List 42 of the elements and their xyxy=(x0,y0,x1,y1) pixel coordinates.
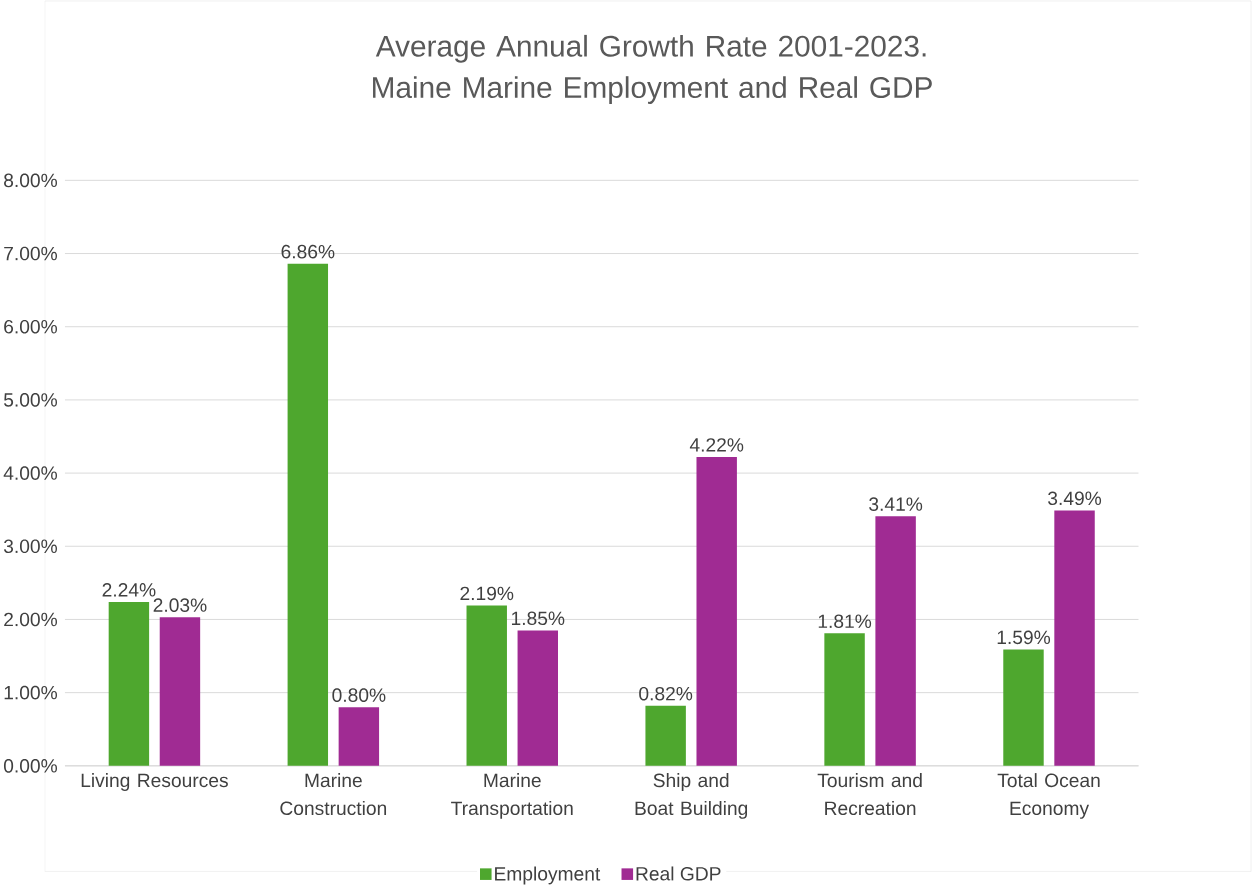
y-tick-label: 8.00% xyxy=(4,173,58,188)
y-tick-label: 3.00% xyxy=(3,539,58,554)
bar xyxy=(1054,510,1095,766)
bar xyxy=(159,617,201,766)
data-label: 2.03% xyxy=(153,598,207,613)
bar xyxy=(824,633,865,766)
data-label: 2.24% xyxy=(102,583,156,597)
y-tick-label: 7.00% xyxy=(4,246,58,261)
data-label: 6.86% xyxy=(281,245,335,259)
data-label: 3.41% xyxy=(869,497,923,512)
bar xyxy=(1003,649,1044,766)
bar xyxy=(108,602,150,766)
data-label: 0.82% xyxy=(639,687,693,701)
x-tick-label: Marine Transportation xyxy=(451,773,573,820)
x-tick-label: Total Ocean Economy xyxy=(997,773,1100,820)
y-tick-label: 6.00% xyxy=(4,320,58,334)
legend-label: Employment xyxy=(495,866,601,885)
bar xyxy=(517,630,558,766)
bar xyxy=(645,705,686,766)
bar xyxy=(287,263,329,766)
data-label: 3.49% xyxy=(1048,491,1102,506)
x-tick-label: Marine Construction xyxy=(280,773,387,816)
legend-label: Real GDP xyxy=(636,866,721,881)
data-label: 2.19% xyxy=(460,586,514,601)
x-tick-label: Tourism and Recreation xyxy=(817,773,922,816)
y-tick-label: 4.00% xyxy=(3,466,58,481)
bar xyxy=(696,457,737,766)
data-label: 1.81% xyxy=(818,614,872,629)
bar xyxy=(338,707,380,766)
x-tick-label: Ship and Boat Building xyxy=(635,773,748,820)
y-tick-label: 5.00% xyxy=(3,393,58,407)
x-tick-label: Living Resources xyxy=(81,773,228,792)
y-tick-label: 0.00% xyxy=(3,759,58,773)
data-label: 4.22% xyxy=(689,438,744,452)
data-label: 0.80% xyxy=(332,688,386,703)
y-tick-label: 1.00% xyxy=(4,686,58,700)
bar xyxy=(466,605,507,766)
chart-title: Average Annual Growth Rate 2001-2023. Maine Marine Employment and Real GDP xyxy=(373,35,932,105)
data-label: 1.59% xyxy=(997,630,1051,645)
bar xyxy=(875,516,916,766)
data-label: 1.85% xyxy=(512,611,565,626)
y-tick-label: 2.00% xyxy=(4,612,58,627)
